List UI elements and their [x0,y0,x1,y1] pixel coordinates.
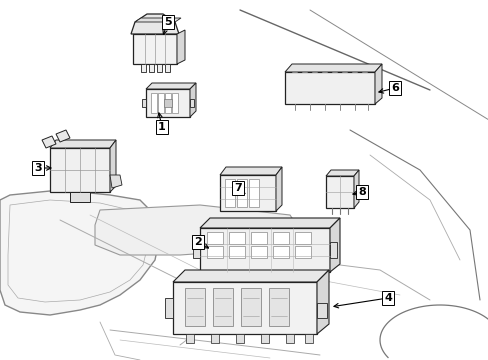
Polygon shape [294,246,310,258]
Polygon shape [268,288,288,326]
Polygon shape [374,64,381,104]
Text: 8: 8 [357,187,365,197]
Text: 1: 1 [158,122,165,132]
Polygon shape [193,242,200,258]
Polygon shape [329,218,339,272]
Polygon shape [146,83,196,89]
Polygon shape [110,175,122,188]
Polygon shape [285,334,293,343]
Polygon shape [213,288,232,326]
Polygon shape [163,99,172,107]
Polygon shape [158,93,163,113]
Text: 2: 2 [194,237,202,247]
Polygon shape [173,270,328,282]
Polygon shape [261,334,268,343]
Polygon shape [95,205,299,255]
Polygon shape [0,190,160,315]
Polygon shape [237,179,246,207]
Polygon shape [228,232,244,244]
Polygon shape [133,34,177,64]
Polygon shape [42,136,56,148]
Polygon shape [248,179,259,207]
Polygon shape [250,246,266,258]
Polygon shape [185,334,194,343]
Polygon shape [142,99,146,107]
Polygon shape [316,270,328,334]
Polygon shape [210,334,219,343]
Polygon shape [149,64,154,72]
Text: 3: 3 [34,163,42,173]
Polygon shape [200,228,329,272]
Polygon shape [272,232,288,244]
Polygon shape [172,93,178,113]
Polygon shape [190,83,196,117]
Polygon shape [228,246,244,258]
Polygon shape [200,218,339,228]
Polygon shape [329,242,336,258]
Polygon shape [50,148,110,192]
Polygon shape [353,170,358,208]
Polygon shape [236,334,244,343]
Polygon shape [50,140,116,148]
Polygon shape [224,179,235,207]
Polygon shape [250,232,266,244]
Polygon shape [272,246,288,258]
Text: 4: 4 [383,293,391,303]
Polygon shape [151,93,157,113]
Polygon shape [275,167,282,211]
Polygon shape [241,288,261,326]
Text: 7: 7 [234,183,242,193]
Polygon shape [220,175,275,211]
Polygon shape [285,72,374,104]
Polygon shape [173,282,316,334]
Polygon shape [110,140,116,192]
Polygon shape [157,64,162,72]
Polygon shape [56,130,70,142]
Text: 5: 5 [164,17,171,27]
Polygon shape [305,334,312,343]
Polygon shape [190,99,194,107]
Polygon shape [164,93,171,113]
Polygon shape [164,64,170,72]
Polygon shape [220,167,282,175]
Polygon shape [164,298,173,318]
Polygon shape [206,232,223,244]
Text: 6: 6 [390,83,398,93]
Polygon shape [146,89,190,117]
Polygon shape [70,192,90,202]
Polygon shape [141,64,146,72]
Polygon shape [325,176,353,208]
Polygon shape [177,30,184,64]
Polygon shape [325,170,358,176]
Polygon shape [184,288,204,326]
Polygon shape [131,14,179,34]
Polygon shape [135,18,181,22]
Polygon shape [316,303,326,318]
Polygon shape [294,232,310,244]
Polygon shape [285,64,381,72]
Polygon shape [206,246,223,258]
